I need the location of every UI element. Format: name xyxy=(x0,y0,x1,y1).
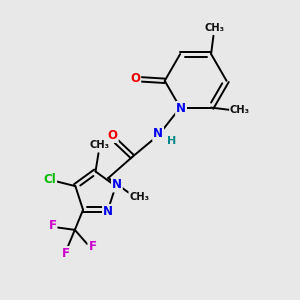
Text: O: O xyxy=(108,129,118,142)
Text: CH₃: CH₃ xyxy=(230,105,250,115)
Text: H: H xyxy=(167,136,176,146)
Text: Cl: Cl xyxy=(44,173,56,186)
Text: F: F xyxy=(62,247,70,260)
Text: CH₃: CH₃ xyxy=(90,140,110,150)
Text: F: F xyxy=(48,219,56,232)
Text: F: F xyxy=(88,240,97,254)
Text: N: N xyxy=(176,102,186,115)
Text: CH₃: CH₃ xyxy=(129,192,149,202)
Text: N: N xyxy=(103,205,113,218)
Text: O: O xyxy=(130,72,140,85)
Text: N: N xyxy=(153,127,163,140)
Text: CH₃: CH₃ xyxy=(204,22,224,32)
Text: N: N xyxy=(112,178,122,191)
